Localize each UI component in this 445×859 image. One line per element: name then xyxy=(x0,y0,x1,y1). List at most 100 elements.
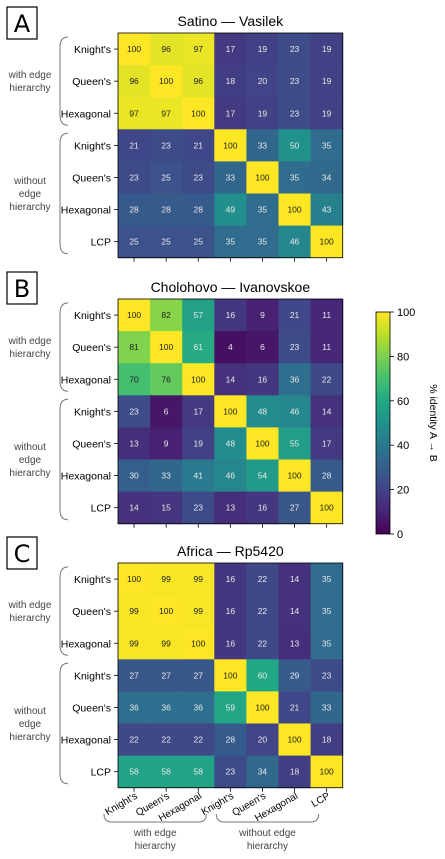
heatmap-cell xyxy=(278,65,312,98)
cell-value-label: 100 xyxy=(191,108,205,118)
cell-value-label: 18 xyxy=(322,735,332,745)
cell-value-label: 16 xyxy=(226,310,236,320)
heatmap-cell xyxy=(278,363,312,396)
cell-value-label: 60 xyxy=(258,670,268,680)
cell-value-label: 34 xyxy=(322,172,332,182)
heatmap-cell xyxy=(118,691,151,724)
cell-value-label: 18 xyxy=(226,76,236,86)
cell-value-label: 96 xyxy=(129,76,139,86)
cell-value-label: 19 xyxy=(258,44,268,54)
cell-value-label: 21 xyxy=(194,140,204,150)
column-group-bracket xyxy=(215,813,320,823)
cell-value-label: 9 xyxy=(164,438,169,448)
cell-value-label: 100 xyxy=(320,503,334,513)
cell-value-label: 33 xyxy=(258,140,268,150)
cell-value-label: 97 xyxy=(129,108,139,118)
cell-value-label: 100 xyxy=(127,574,141,584)
heatmap-cell xyxy=(310,427,344,460)
cell-value-label: 58 xyxy=(161,767,171,777)
heatmap-cell xyxy=(214,659,247,692)
cell-value-label: 100 xyxy=(159,76,173,86)
heatmap-cell xyxy=(246,627,279,660)
column-group-label: without edge hierarchy xyxy=(238,828,296,852)
heatmap-cell xyxy=(150,691,183,724)
cell-value-label: 29 xyxy=(290,670,300,680)
heatmap-cell xyxy=(246,65,279,98)
heatmap-cell xyxy=(310,659,344,692)
cell-value-label: 41 xyxy=(194,471,204,481)
colorbar-tick-label: 20 xyxy=(397,485,409,497)
cell-value-label: 57 xyxy=(194,310,204,320)
heatmap-cell xyxy=(278,491,312,525)
cell-value-label: 99 xyxy=(161,638,171,648)
heatmap-cell xyxy=(150,161,183,194)
heatmap-cell xyxy=(150,595,183,628)
heatmap-cell xyxy=(150,459,183,493)
heatmap-cell xyxy=(214,97,247,130)
row-tick-label: Knight's xyxy=(74,670,111,682)
cell-value-label: 14 xyxy=(129,503,139,513)
cell-value-label: 23 xyxy=(194,503,204,513)
colorbar-tick-label: 80 xyxy=(397,351,409,363)
heatmap-cell xyxy=(246,161,279,194)
heatmap-cell xyxy=(150,97,183,130)
heatmap-cell xyxy=(118,459,151,493)
cell-value-label: 33 xyxy=(322,702,332,712)
cell-value-label: 21 xyxy=(290,310,300,320)
heatmap-cell xyxy=(118,659,151,692)
cell-value-label: 15 xyxy=(161,503,171,513)
heatmap-cell xyxy=(150,395,183,428)
heatmap-cell xyxy=(150,755,183,789)
heatmap-cell xyxy=(118,161,151,194)
panel-letter-box xyxy=(6,536,38,570)
cell-value-label: 35 xyxy=(226,237,236,247)
cell-value-label: 19 xyxy=(322,108,332,118)
heatmap-panel-a: A Satino — Vasilek 100 96 97 17 19 23 19 96 100 96 1… xyxy=(6,6,344,262)
cell-value-label: 16 xyxy=(226,638,236,648)
row-tick-label: Hexagonal xyxy=(61,638,111,650)
cell-value-label: 82 xyxy=(161,310,171,320)
row-group-bracket xyxy=(59,132,69,255)
heatmap-cell xyxy=(310,363,344,396)
heatmap-cell xyxy=(150,659,183,692)
cell-value-label: 99 xyxy=(161,574,171,584)
cell-value-label: 14 xyxy=(290,574,300,584)
heatmap-cell xyxy=(214,65,247,98)
heatmap-cell xyxy=(182,299,215,332)
heatmap-cell xyxy=(310,225,344,259)
heatmap-cell xyxy=(150,723,183,757)
cell-value-label: 16 xyxy=(258,503,268,513)
cell-value-label: 9 xyxy=(260,310,265,320)
cell-value-label: 21 xyxy=(129,140,139,150)
heatmap-cell xyxy=(214,299,247,332)
cell-value-label: 11 xyxy=(322,342,331,352)
cell-value-label: 100 xyxy=(320,767,334,777)
heatmap-cell xyxy=(278,459,312,493)
heatmap-cell xyxy=(246,395,279,428)
cell-value-label: 99 xyxy=(129,638,139,648)
row-tick-label: Knight's xyxy=(74,574,111,586)
cell-value-label: 6 xyxy=(164,406,169,416)
cell-value-label: 33 xyxy=(161,471,171,481)
cell-value-label: 20 xyxy=(258,76,268,86)
cell-value-label: 70 xyxy=(129,374,139,384)
cell-value-label: 19 xyxy=(322,44,332,54)
heatmap-cell xyxy=(246,691,279,724)
panel-letter: B xyxy=(14,275,30,303)
cell-value-label: 23 xyxy=(290,44,300,54)
cell-value-label: 23 xyxy=(226,767,236,777)
heatmap-cell xyxy=(310,161,344,194)
cell-value-label: 58 xyxy=(194,767,204,777)
cell-value-label: 100 xyxy=(223,670,237,680)
cell-value-label: 27 xyxy=(290,503,300,513)
heatmap-cell xyxy=(182,627,215,660)
cell-value-label: 19 xyxy=(322,76,332,86)
heatmap-cell xyxy=(310,459,344,493)
cell-value-label: 100 xyxy=(287,471,301,481)
panel-title: Cholohovo — Ivanovskoe xyxy=(151,279,311,295)
heatmap-cell xyxy=(246,755,279,789)
heatmap-cell xyxy=(278,97,312,130)
cell-value-label: 23 xyxy=(322,670,332,680)
cell-value-label: 100 xyxy=(287,735,301,745)
heatmap-cell xyxy=(150,563,183,596)
